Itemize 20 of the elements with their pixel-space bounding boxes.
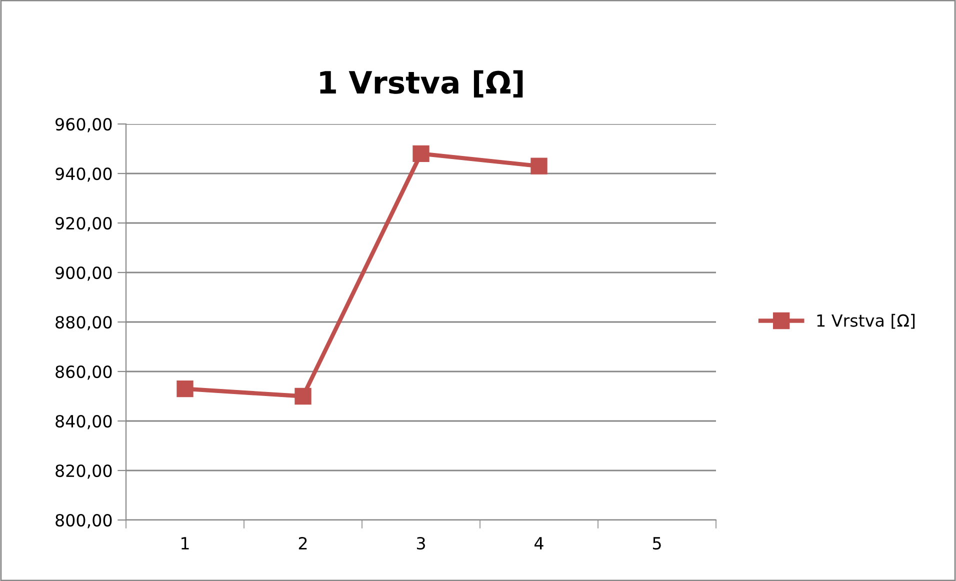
point xyxy=(530,158,548,174)
x-tick-label: 2 xyxy=(298,536,307,550)
y-tick-label: 820,00 xyxy=(56,464,112,479)
point xyxy=(412,145,430,162)
legend-label: 1 Vrstva [Ω] xyxy=(817,314,915,329)
y-tick-label: 800,00 xyxy=(56,514,112,528)
y-tick-label: 900,00 xyxy=(56,266,112,281)
chart-title: 1 Vrstva [Ω] xyxy=(320,70,523,98)
point xyxy=(294,388,312,405)
point xyxy=(176,380,194,398)
y-tick-label: 940,00 xyxy=(56,167,112,182)
y-tick-label: 860,00 xyxy=(56,365,112,380)
x-tick-label: 5 xyxy=(652,537,661,550)
y-tick-label: 840,00 xyxy=(56,414,112,430)
y-tick-label: 960,00 xyxy=(56,118,112,132)
x-tick-label: 1 xyxy=(182,537,189,550)
y-tick-label: 880,00 xyxy=(56,316,112,330)
y-tick-label: 920,00 xyxy=(56,216,112,232)
x-tick-label: 4 xyxy=(534,537,544,550)
x-tick-label: 3 xyxy=(416,536,425,550)
